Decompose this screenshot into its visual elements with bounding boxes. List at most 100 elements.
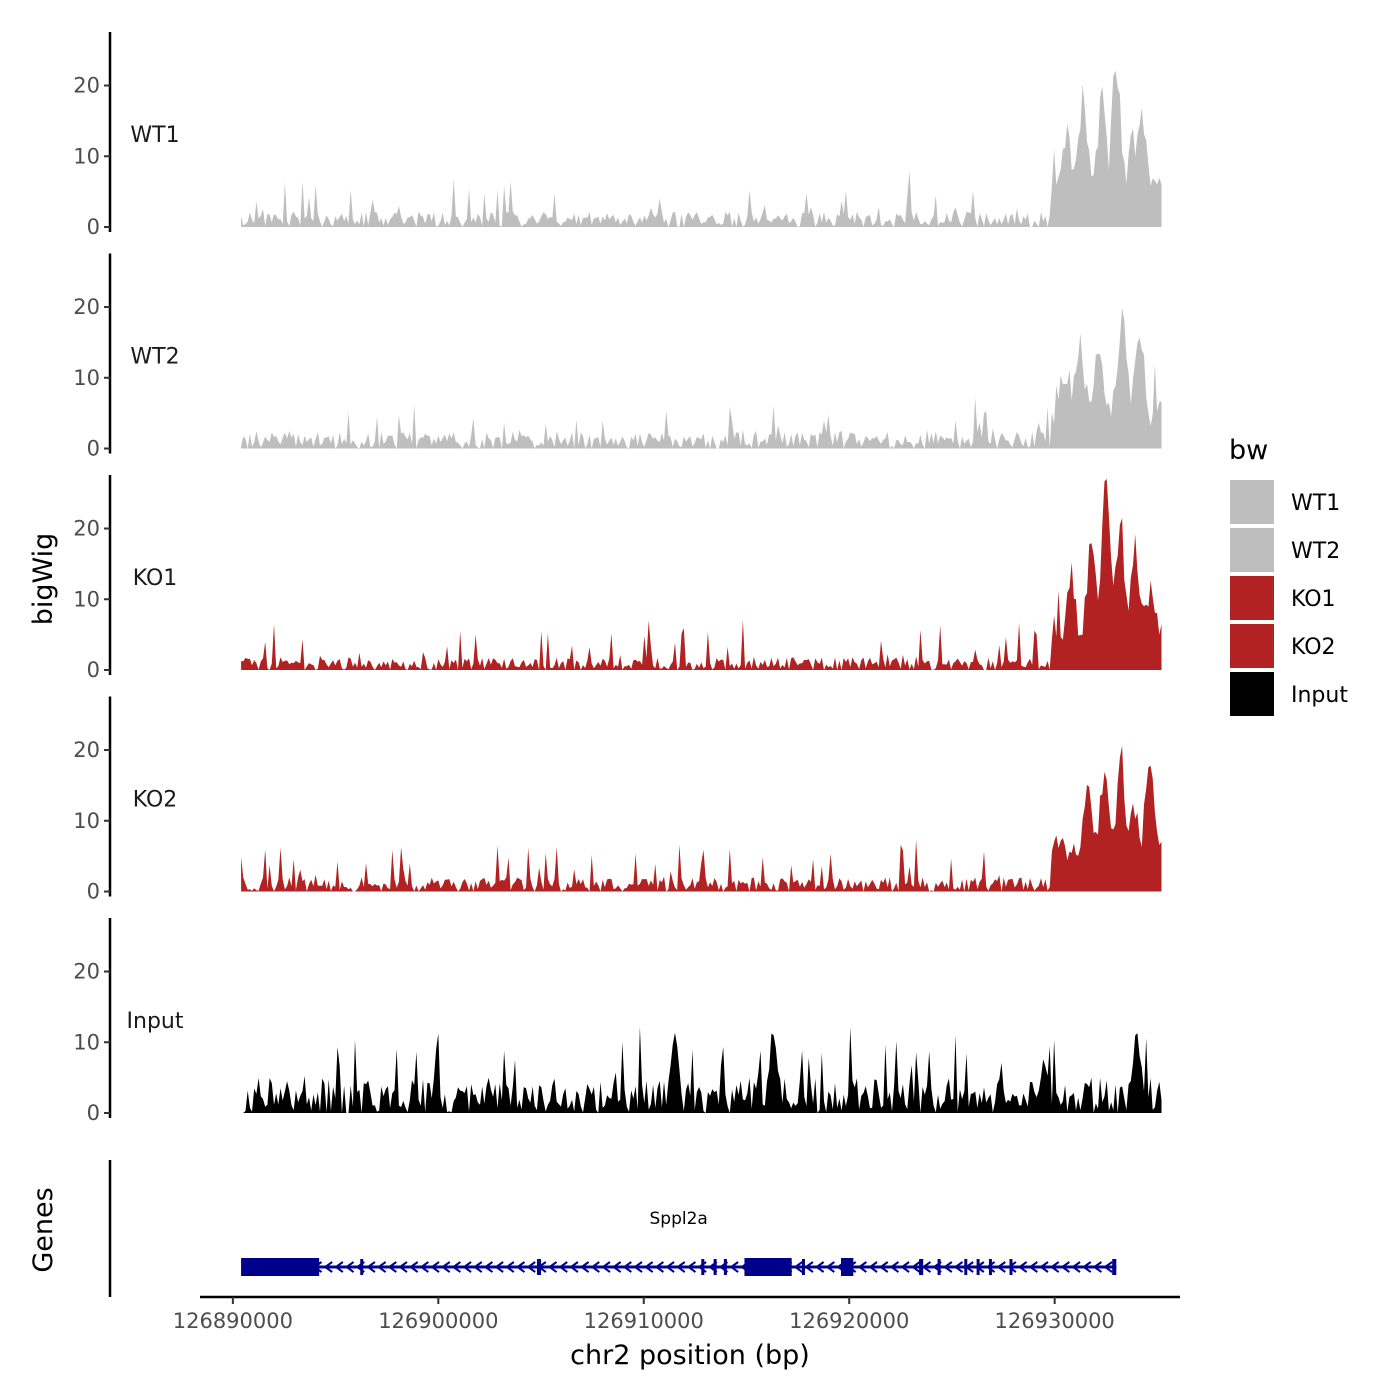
strand-arrow (494, 1261, 504, 1273)
y-axis-title: bigWig (28, 533, 59, 626)
strand-arrow (985, 1261, 996, 1273)
strand-arrow (526, 1261, 536, 1273)
strand-arrow (1049, 1261, 1060, 1273)
legend-label-ko2: KO2 (1291, 635, 1336, 660)
strand-arrow (611, 1261, 622, 1273)
strand-arrow (601, 1261, 611, 1273)
y-tick-label: 20 (73, 517, 100, 541)
y-tick-label: 20 (73, 74, 100, 98)
signal-area-ko2 (241, 745, 1162, 892)
strand-arrow (547, 1261, 558, 1273)
gene-exon (241, 1258, 320, 1276)
y-tick-label: 10 (73, 809, 100, 833)
strand-arrow (953, 1261, 964, 1273)
track-ko1: 0 10 20 KO1 (73, 475, 1162, 682)
legend-swatch-input (1230, 672, 1274, 716)
gene-exon (964, 1259, 968, 1275)
strand-arrow (558, 1261, 568, 1273)
gene-exon (536, 1259, 542, 1275)
legend-label-wt2: WT2 (1291, 539, 1340, 564)
strand-arrow (804, 1261, 814, 1273)
strand-arrow (376, 1261, 387, 1273)
gene-exon (937, 1259, 941, 1275)
y-tick-label: 0 (87, 215, 100, 239)
strand-arrow (665, 1261, 675, 1273)
strand-arrow (462, 1261, 472, 1273)
strand-arrow (515, 1261, 526, 1273)
strand-arrow (1017, 1261, 1028, 1273)
strand-arrow (1082, 1261, 1092, 1273)
strand-arrow (654, 1261, 664, 1273)
track-label: KO2 (133, 788, 178, 813)
strand-arrow (900, 1261, 910, 1273)
track-label: KO1 (133, 566, 178, 591)
strand-arrow (676, 1261, 686, 1273)
gene-exon (713, 1259, 717, 1275)
strand-arrow (857, 1261, 867, 1273)
strand-arrow (686, 1261, 697, 1273)
strand-arrow (579, 1261, 590, 1273)
track-label: WT2 (130, 345, 179, 370)
gene-exon (723, 1259, 727, 1275)
strand-arrow (323, 1261, 333, 1273)
y-tick-label: 0 (87, 880, 100, 904)
y-tick-label: 0 (87, 1101, 100, 1125)
signal-area-ko1 (241, 479, 1162, 670)
strand-arrow (366, 1261, 376, 1273)
y-tick-label: 20 (73, 295, 100, 319)
track-wt2: 0 10 20 WT2 (73, 253, 1162, 461)
x-tick-label: 126920000 (789, 1309, 909, 1333)
strand-arrow (889, 1261, 900, 1273)
gene-exon (1009, 1259, 1013, 1275)
legend-label-input: Input (1291, 683, 1348, 708)
strand-arrow (643, 1261, 654, 1273)
track-label: Input (127, 1009, 184, 1034)
y-tick-label: 0 (87, 437, 100, 461)
strand-arrow (1007, 1261, 1017, 1273)
strand-arrow (590, 1261, 600, 1273)
strand-arrow (473, 1261, 483, 1273)
strand-arrow (793, 1261, 803, 1273)
strand-arrow (430, 1261, 440, 1273)
strand-arrow (1039, 1261, 1049, 1273)
gene-exon (841, 1258, 854, 1276)
gene-label: Sppl2a (650, 1209, 708, 1229)
y-tick-label: 10 (73, 144, 100, 168)
x-tick-label: 126910000 (584, 1309, 704, 1333)
gene-exon (801, 1259, 805, 1275)
y-tick-label: 10 (73, 1030, 100, 1054)
gene-exon (701, 1259, 705, 1275)
strand-arrow (622, 1261, 632, 1273)
strand-arrow (408, 1261, 419, 1273)
signal-tracks: 0 10 20 WT1 0 10 20 WT2 0 10 20 KO1 0 10 20 KO2 0 10 20 Inp… (73, 32, 1162, 1125)
strand-arrow (921, 1261, 932, 1273)
strand-arrow (1028, 1261, 1038, 1273)
legend-swatch-ko1 (1230, 576, 1274, 620)
legend-label-ko1: KO1 (1291, 587, 1336, 612)
strand-arrow (387, 1261, 397, 1273)
strand-arrow (440, 1261, 451, 1273)
y-tick-label: 10 (73, 366, 100, 390)
strand-arrow (996, 1261, 1006, 1273)
strand-arrow (911, 1261, 921, 1273)
strand-arrow (344, 1261, 355, 1273)
legend-swatch-ko2 (1230, 624, 1274, 668)
strand-arrow (633, 1261, 643, 1273)
signal-area-wt1 (241, 70, 1162, 227)
genes-axis-title: Genes (28, 1187, 59, 1272)
gene-exon (360, 1259, 364, 1275)
legend-title: bw (1229, 435, 1268, 466)
y-tick-label: 0 (87, 658, 100, 682)
gene-exon (744, 1258, 792, 1276)
x-axis: 126890000 126900000 126910000 126920000 1269… (173, 1295, 1180, 1333)
legend-swatch-wt1 (1230, 480, 1274, 524)
legend-label-wt1: WT1 (1291, 491, 1340, 516)
gene-exon (1112, 1259, 1117, 1275)
y-tick-label: 10 (73, 587, 100, 611)
genes-track: Sppl2a (108, 1160, 1117, 1297)
strand-arrow (1060, 1261, 1070, 1273)
legend: bw WT1 WT2 KO1 KO2 Input (1229, 435, 1348, 716)
strand-arrow (398, 1261, 408, 1273)
strand-arrow (1103, 1261, 1113, 1273)
track-input: 0 10 20 Input (73, 918, 1162, 1125)
